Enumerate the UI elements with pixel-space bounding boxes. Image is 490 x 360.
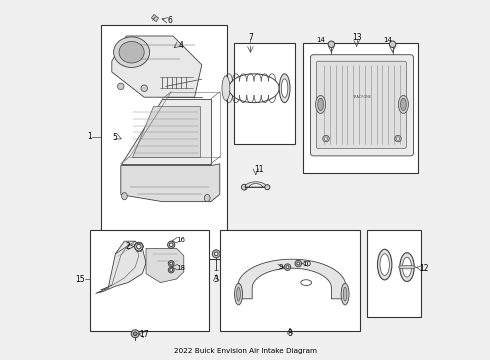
Bar (368, 230, 421, 317)
Ellipse shape (118, 83, 124, 90)
Circle shape (134, 242, 143, 251)
Ellipse shape (119, 41, 144, 63)
Text: 2: 2 (125, 242, 130, 251)
Bar (234, 43, 295, 144)
Ellipse shape (141, 85, 147, 91)
Text: 16: 16 (176, 238, 185, 243)
Text: 17: 17 (139, 330, 148, 339)
Circle shape (215, 252, 218, 256)
Ellipse shape (398, 265, 416, 269)
Bar (90, 230, 209, 331)
Circle shape (295, 260, 301, 267)
FancyBboxPatch shape (316, 61, 406, 148)
Text: 14: 14 (316, 37, 325, 42)
Ellipse shape (343, 287, 347, 301)
Circle shape (265, 185, 270, 190)
Circle shape (328, 41, 335, 48)
Circle shape (170, 269, 172, 271)
Text: 11: 11 (255, 165, 264, 174)
Ellipse shape (324, 137, 328, 140)
Ellipse shape (316, 95, 326, 113)
Ellipse shape (114, 37, 149, 68)
Ellipse shape (377, 249, 392, 280)
Ellipse shape (323, 135, 329, 142)
Polygon shape (146, 248, 184, 283)
Bar (101, 25, 227, 259)
Circle shape (137, 244, 141, 249)
Polygon shape (96, 241, 146, 293)
Ellipse shape (380, 254, 390, 275)
Ellipse shape (398, 95, 409, 113)
Circle shape (170, 243, 173, 247)
Circle shape (212, 250, 220, 258)
Ellipse shape (341, 283, 349, 305)
Text: TRACFONE: TRACFONE (352, 95, 371, 99)
Circle shape (168, 241, 175, 248)
Circle shape (284, 264, 291, 270)
Text: 18: 18 (176, 265, 185, 271)
Circle shape (169, 267, 174, 273)
Ellipse shape (281, 79, 288, 98)
Ellipse shape (122, 193, 127, 200)
Circle shape (297, 262, 300, 265)
Text: 12: 12 (419, 264, 429, 273)
Polygon shape (121, 164, 220, 202)
Circle shape (133, 332, 137, 336)
Ellipse shape (402, 257, 412, 277)
Circle shape (170, 262, 172, 265)
Text: 14: 14 (383, 37, 392, 42)
Text: 4: 4 (178, 40, 183, 49)
Text: 13: 13 (352, 33, 362, 42)
Text: 6: 6 (168, 15, 172, 24)
Ellipse shape (222, 76, 230, 100)
Bar (303, 43, 418, 173)
Circle shape (169, 261, 174, 266)
Ellipse shape (400, 253, 414, 282)
Text: 2022 Buick Envision Air Intake Diagram: 2022 Buick Envision Air Intake Diagram (173, 347, 317, 354)
Polygon shape (112, 36, 202, 97)
Text: 5: 5 (112, 133, 117, 142)
Circle shape (131, 330, 139, 338)
Circle shape (286, 266, 289, 269)
Text: 15: 15 (75, 274, 85, 284)
Ellipse shape (395, 135, 401, 142)
Text: 9: 9 (278, 264, 283, 270)
Text: 7: 7 (248, 33, 253, 42)
Circle shape (390, 41, 396, 48)
Text: 3: 3 (214, 274, 219, 284)
Ellipse shape (237, 287, 240, 301)
Ellipse shape (318, 98, 323, 111)
Text: 1: 1 (87, 132, 92, 141)
Polygon shape (238, 259, 346, 299)
Text: 10: 10 (303, 261, 312, 266)
Bar (220, 230, 360, 331)
Polygon shape (151, 14, 159, 22)
Ellipse shape (396, 137, 400, 140)
Polygon shape (121, 99, 211, 164)
Circle shape (242, 184, 247, 190)
Ellipse shape (204, 194, 210, 202)
Ellipse shape (279, 74, 290, 103)
Ellipse shape (235, 283, 243, 305)
Polygon shape (245, 182, 267, 187)
Polygon shape (132, 106, 200, 157)
Text: 8: 8 (288, 328, 293, 338)
FancyBboxPatch shape (311, 55, 414, 156)
Ellipse shape (400, 98, 406, 111)
